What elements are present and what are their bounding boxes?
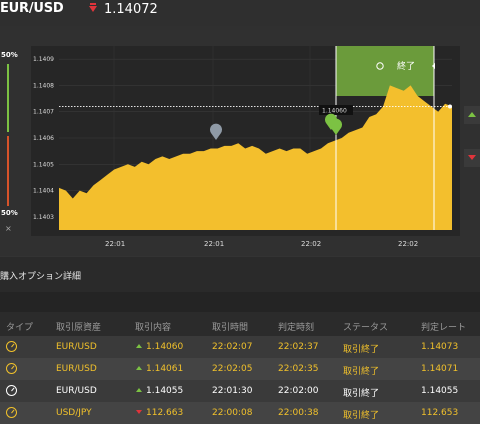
clock-icon	[6, 341, 17, 352]
cell-judge-time: 22:02:37	[278, 342, 319, 352]
table-row[interactable]: EUR/USD 1.14061 22:02:05 22:02:35 取引終了 1.1407…	[0, 358, 480, 380]
clock-icon	[6, 407, 17, 418]
cell-status: 取引終了	[343, 389, 380, 399]
currency-pair-title[interactable]: EUR/USD	[0, 1, 64, 16]
cell-asset: EUR/USD	[56, 386, 97, 396]
price-chart[interactable]: 1.1409 1.1408 1.1407 1.1406 1.1405 1.1404 1.14…	[31, 46, 460, 248]
x-tick-label: 22:01	[105, 240, 125, 248]
low-arrow-icon	[136, 410, 142, 414]
entry-price-label: 1.14060	[322, 108, 347, 115]
timer-icon	[376, 62, 384, 70]
low-button[interactable]	[464, 149, 480, 167]
cell-rate: 1.14061	[146, 364, 184, 374]
col-header-judge-time: 判定時刻	[278, 323, 315, 333]
y-tick-label: 1.1404	[33, 188, 54, 195]
header-bar: EUR/USD 1.14072	[0, 0, 480, 26]
price-chart-svg: 1.1409 1.1408 1.1407 1.1406 1.1405 1.1404 1.14…	[33, 46, 452, 248]
col-header-asset: 取引原資産	[56, 323, 102, 333]
end-zone-panel	[336, 46, 434, 96]
cell-final-rate: 1.14073	[421, 342, 459, 352]
x-tick-label: 22:02	[398, 240, 418, 248]
col-header-content: 取引内容	[135, 323, 172, 333]
table-row[interactable]: USD/JPY 112.663 22:00:08 22:00:38 取引終了 112.65…	[0, 402, 480, 424]
cell-time: 22:02:05	[212, 364, 253, 374]
price-area	[59, 85, 452, 231]
trade-table: EUR/USD 1.14060 22:02:07 22:02:37 取引終了 1.1407…	[0, 336, 480, 424]
cell-rate: 112.663	[146, 408, 184, 418]
end-label: 終了	[397, 60, 415, 72]
col-header-time: 取引時間	[212, 323, 249, 333]
current-price: 1.14072	[104, 2, 158, 17]
chart-panel: 50% 50% × 1.1409 1.1408 1.1407 1.1406 1.1405…	[0, 26, 480, 256]
col-header-rate: 判定レート	[421, 323, 467, 333]
low-arrow-icon	[468, 155, 476, 160]
clock-icon	[6, 385, 17, 396]
up-trade-marker	[330, 118, 343, 135]
cell-asset: USD/JPY	[56, 408, 92, 418]
cell-judge-time: 22:02:35	[278, 364, 319, 374]
grey-trade-marker	[210, 123, 222, 140]
y-tick-label: 1.1405	[33, 161, 54, 168]
cell-time: 22:00:08	[212, 408, 253, 418]
clock-icon	[6, 363, 17, 374]
cell-status: 取引終了	[343, 411, 380, 421]
collapse-arrow-icon	[432, 63, 435, 69]
entry-price-label-box	[319, 105, 353, 115]
purchase-details-section: 購入オプション詳細	[0, 256, 480, 293]
cell-final-rate: 112.653	[421, 408, 459, 418]
y-tick-label: 1.1406	[33, 135, 54, 142]
x-tick-label: 22:01	[204, 240, 224, 248]
y-tick-label: 1.1403	[33, 214, 54, 221]
y-tick-label: 1.1408	[33, 82, 54, 89]
sentiment-gauge: 50% 50% ×	[0, 26, 18, 256]
cell-judge-time: 22:00:38	[278, 408, 319, 418]
gauge-top-percent: 50%	[1, 51, 18, 59]
gauge-bottom-percent: 50%	[1, 209, 18, 217]
y-tick-label: 1.1407	[33, 109, 54, 116]
col-header-status: ステータス	[343, 323, 389, 333]
cell-status: 取引終了	[343, 367, 380, 377]
cell-time: 22:02:07	[212, 342, 253, 352]
table-row[interactable]: EUR/USD 1.14060 22:02:07 22:02:37 取引終了 1.1407…	[0, 336, 480, 358]
cell-rate: 1.14055	[146, 386, 184, 396]
cell-asset: EUR/USD	[56, 364, 97, 374]
high-arrow-icon	[136, 388, 142, 392]
y-tick-label: 1.1409	[33, 56, 54, 63]
col-header-type: タイプ	[6, 323, 34, 333]
high-arrow-icon	[136, 344, 142, 348]
cell-asset: EUR/USD	[56, 342, 97, 352]
table-row[interactable]: EUR/USD 1.14055 22:01:30 22:02:00 取引終了 1.1405…	[0, 380, 480, 402]
gauge-close-icon[interactable]: ×	[5, 224, 12, 233]
x-tick-label: 22:02	[301, 240, 321, 248]
price-down-icon	[89, 3, 97, 12]
current-price-dot	[448, 104, 452, 109]
table-spacer	[0, 292, 480, 312]
cell-judge-time: 22:02:00	[278, 386, 319, 396]
cell-status: 取引終了	[343, 345, 380, 355]
high-arrow-icon	[136, 366, 142, 370]
high-button[interactable]	[464, 106, 480, 124]
high-arrow-icon	[468, 112, 476, 117]
cell-rate: 1.14060	[146, 342, 184, 352]
section-title: 購入オプション詳細	[0, 272, 82, 282]
gauge-up-bar	[7, 64, 9, 132]
cell-final-rate: 1.14071	[421, 364, 459, 374]
cell-final-rate: 1.14055	[421, 386, 459, 396]
cell-time: 22:01:30	[212, 386, 253, 396]
gauge-down-bar	[7, 136, 9, 206]
